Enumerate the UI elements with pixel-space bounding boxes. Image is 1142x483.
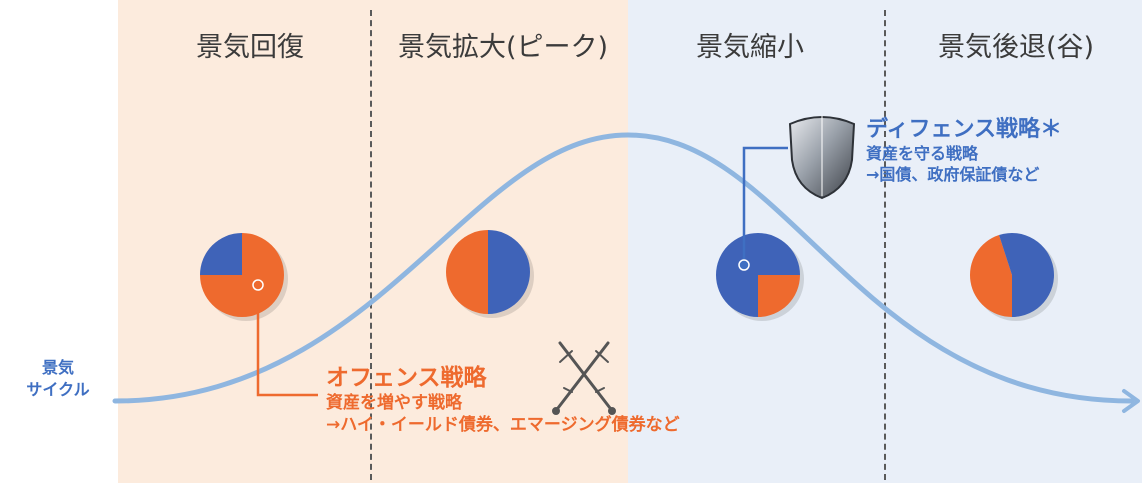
phase-label-expansion: 景気拡大(ピーク) [397, 32, 609, 63]
economic-cycle-label-line2: サイクル [26, 380, 90, 399]
phase-label-recovery: 景気回復 [196, 32, 304, 63]
pie-slice-offense [758, 275, 800, 317]
allocation-pie-recovery [200, 233, 288, 321]
defense-connector-dot [738, 259, 750, 271]
economic-cycle-curve [112, 132, 1135, 404]
offense-strategy-description: 資産を増やす戦略 [326, 393, 462, 413]
shield-icon [788, 116, 856, 200]
pie-slice-offense [446, 230, 488, 314]
economic-cycle-label-line1: 景気 [41, 358, 74, 377]
allocation-pie-contraction [716, 233, 804, 321]
pie-slice-defense [999, 233, 1054, 317]
expansion-zone-background [118, 0, 628, 483]
defense-strategy-title: ディフェンス戦略＊ [866, 117, 1063, 142]
phase-divider [884, 10, 886, 480]
arrowhead-icon [1122, 389, 1140, 413]
allocation-pie-expansion [446, 230, 534, 318]
allocation-pie-recession [970, 233, 1058, 321]
defense-connector-line [742, 146, 788, 265]
pie-slice-offense [970, 235, 1012, 317]
defense-strategy-callout: ディフェンス戦略＊ 資産を守る戦略 →国債、政府保証債など [866, 116, 1062, 185]
economic-cycle-label: 景気 サイクル [8, 357, 108, 401]
crossed-swords-icon [552, 341, 616, 415]
phase-divider [370, 10, 372, 480]
offense-connector-line [256, 285, 318, 397]
defense-strategy-description: 資産を守る戦略 [866, 144, 979, 163]
pie-slice-defense [716, 233, 800, 317]
offense-strategy-examples: →ハイ・イールド債券、エマージング債券など [326, 415, 680, 435]
pie-slice-defense [488, 230, 530, 314]
offense-connector-dot [252, 279, 264, 291]
offense-strategy-callout: オフェンス戦略 資産を増やす戦略 →ハイ・イールド債券、エマージング債券など [326, 364, 680, 436]
defense-strategy-examples: →国債、政府保証債など [866, 165, 1040, 184]
phase-label-contraction: 景気縮小 [696, 32, 804, 63]
offense-strategy-title: オフェンス戦略 [326, 365, 487, 391]
phase-label-recession: 景気後退(谷) [937, 32, 1095, 63]
pie-slice-defense [200, 233, 242, 275]
